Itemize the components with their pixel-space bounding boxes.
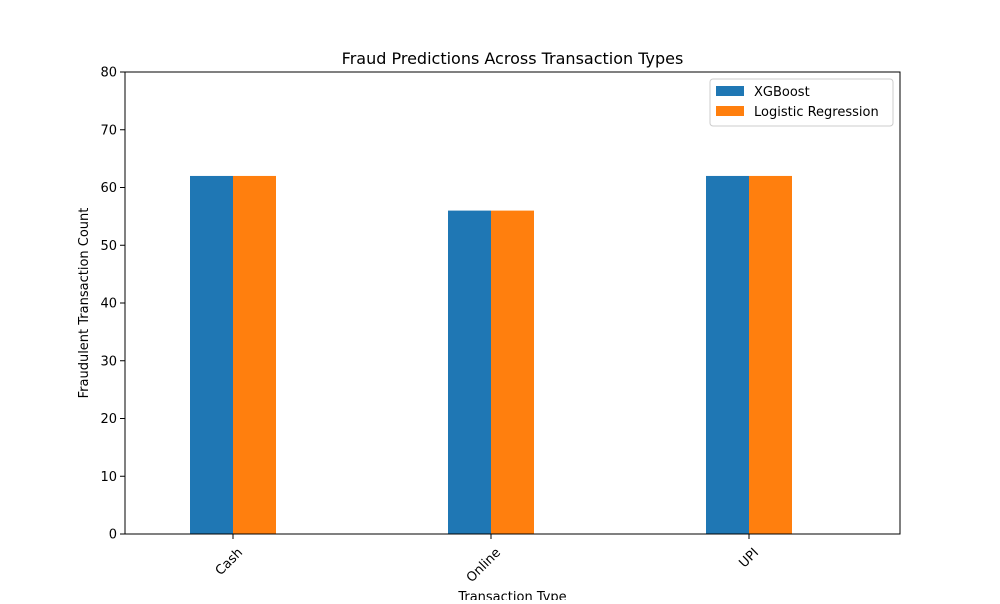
x-axis-label: Transaction Type <box>457 590 566 600</box>
legend-swatch-logistic-regression <box>716 106 744 116</box>
x-axis: Cash Online UPI <box>213 534 762 586</box>
plot-frame <box>124 71 901 535</box>
legend-frame <box>709 78 894 127</box>
x-tick-label-cash: Cash <box>213 545 246 578</box>
y-tick-label: 10 <box>100 470 117 485</box>
y-tick-label: 40 <box>100 297 117 312</box>
bar-logistic-regression-upi <box>749 175 792 534</box>
y-tick-label: 0 <box>109 528 117 543</box>
bars-layer <box>190 175 792 534</box>
chart-title: Fraud Predictions Across Transaction Typ… <box>342 49 684 68</box>
y-tick-label: 60 <box>100 181 117 196</box>
y-tick-label: 70 <box>100 123 117 138</box>
legend-swatch-xgboost <box>716 86 744 96</box>
y-axis: 0 10 20 30 40 50 60 70 80 <box>100 66 125 543</box>
y-tick-label: 80 <box>100 66 117 81</box>
bar-logistic-regression-online <box>491 210 534 534</box>
bar-xgboost-cash <box>190 175 233 534</box>
y-tick-label: 50 <box>100 239 117 254</box>
y-axis-label: Fraudulent Transaction Count <box>77 208 92 399</box>
legend-label-xgboost: XGBoost <box>754 85 810 100</box>
y-tick-label: 20 <box>100 412 117 427</box>
x-tick-label-upi: UPI <box>736 545 762 571</box>
legend: XGBoost Logistic Regression <box>709 78 894 127</box>
y-tick-label: 30 <box>100 354 117 369</box>
bar-xgboost-upi <box>706 175 749 534</box>
x-tick-label-online: Online <box>464 545 504 585</box>
bar-xgboost-online <box>448 210 491 534</box>
legend-label-logistic-regression: Logistic Regression <box>754 105 879 120</box>
bar-logistic-regression-cash <box>233 175 276 534</box>
